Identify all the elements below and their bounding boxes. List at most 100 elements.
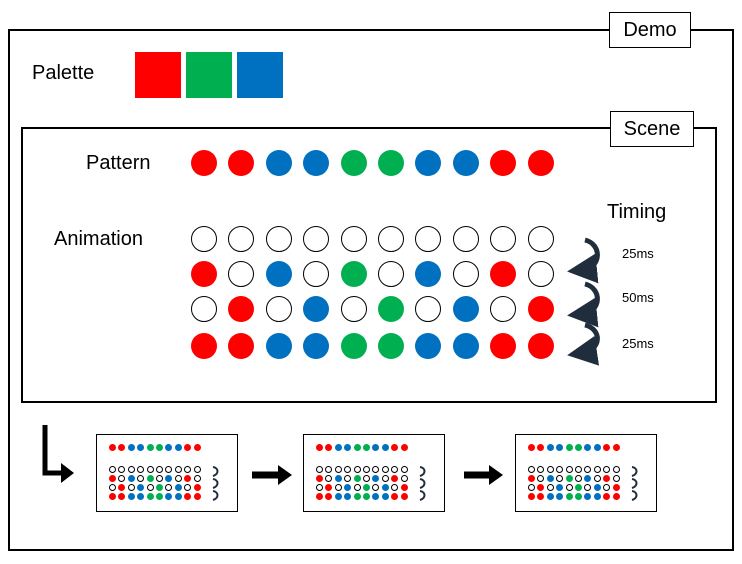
animation-dot: [340, 226, 367, 252]
thumbnail-animation-dot: [146, 475, 154, 482]
thumbnail-animation-dot: [174, 466, 182, 473]
thumbnail-animation-dot: [353, 475, 361, 482]
thumbnail-animation-dot: [109, 475, 116, 482]
thumbnail-pattern-dot: [556, 444, 564, 451]
pattern-dot: [378, 150, 404, 176]
thumbnail-pattern-dot: [146, 444, 154, 451]
thumbnail-pattern-dot: [381, 444, 389, 451]
thumbnail-animation-dot: [603, 475, 611, 482]
animation-dot: [340, 261, 367, 287]
thumbnail-animation-dot: [109, 466, 116, 473]
thumbnail-animation-dot: [316, 484, 323, 491]
thumbnail-animation-dot: [146, 466, 154, 473]
thumbnail-animation-dot: [584, 466, 592, 473]
thumbnail-animation-dot: [174, 484, 182, 491]
pattern-dot: [191, 150, 217, 176]
animation-dot: [228, 333, 255, 359]
thumbnail-pattern-dot: [584, 444, 592, 451]
pattern-dot: [452, 150, 479, 176]
thumbnail-animation-dot: [127, 493, 135, 500]
thumbnail-animation-dot: [372, 475, 380, 482]
demo-tag: Demo: [609, 12, 691, 48]
thumbnail-animation-dot: [546, 466, 554, 473]
thumbnail-pattern-dot: [184, 444, 192, 451]
animation-dot: [415, 226, 442, 252]
animation-dot: [378, 296, 404, 322]
thumbnail-pattern-dot: [316, 444, 323, 451]
thumbnail-animation-dot: [556, 475, 564, 482]
animation-dot: [228, 226, 255, 252]
loop-arrow-icon: [567, 237, 600, 284]
thumbnail-pattern-dot: [612, 444, 620, 451]
thumbnail-animation-dot: [334, 466, 342, 473]
thumbnail-animation-dot: [528, 493, 535, 500]
thumbnail-animation-dot: [372, 466, 380, 473]
animation-dot: [527, 261, 554, 287]
timing-step-2: 50ms: [622, 290, 654, 305]
thumbnail-animation-dot: [381, 493, 389, 500]
thumbnail-pattern-dot: [546, 444, 554, 451]
thumbnail-animation-dot: [316, 493, 323, 500]
thumbnail-animation-dot: [575, 493, 582, 500]
thumbnail-pattern-dot: [334, 444, 342, 451]
animation-dot: [265, 261, 292, 287]
thumbnail-animation-dot: [156, 466, 163, 473]
thumbnail-pattern-dot: [193, 444, 201, 451]
animation-dot: [191, 261, 217, 287]
animation-dot: [490, 333, 517, 359]
thumbnail-pattern-dot: [353, 444, 361, 451]
animation-dot: [303, 296, 330, 322]
thumbnail-animation-dot: [593, 466, 601, 473]
thumbnail-animation-dot: [165, 493, 173, 500]
thumbnail-animation-dot: [118, 475, 126, 482]
thumbnail-animation-dot: [316, 466, 323, 473]
scene-frame: [21, 127, 717, 403]
thumbnail-animation-dot: [156, 484, 163, 491]
animation-dot: [527, 226, 554, 252]
thumbnail-animation-dot: [400, 475, 408, 482]
thumbnail-animation-dot: [118, 466, 126, 473]
thumbnail-pattern-dot: [325, 444, 333, 451]
palette-swatch-red: [135, 52, 181, 98]
animation-dot: [340, 296, 367, 322]
thumbnail-pattern-dot: [109, 444, 116, 451]
thumbnail-animation-dot: [603, 484, 611, 491]
thumbnail-animation-dot: [400, 466, 408, 473]
animation-dot: [527, 296, 554, 322]
thumbnail-animation-dot: [381, 466, 389, 473]
animation-dot: [415, 296, 442, 322]
animation-dot: [228, 296, 255, 322]
animation-dot: [228, 261, 255, 287]
thumbnail-pattern-dot: [400, 444, 408, 451]
thumbnail-animation-dot: [575, 484, 582, 491]
thumbnail-animation-dot: [137, 493, 145, 500]
thumbnail-pattern-dot: [137, 444, 145, 451]
thumbnail-animation-dot: [391, 493, 399, 500]
thumbnail-pattern-dot: [118, 444, 126, 451]
thumbnail-animation-dot: [353, 466, 361, 473]
thumbnail-animation-dot: [565, 475, 573, 482]
thumbnail-pattern-dot: [528, 444, 535, 451]
animation-dot: [191, 333, 217, 359]
pattern-dot: [303, 150, 330, 176]
thumbnail-pattern-dot: [593, 444, 601, 451]
pattern-dot: [527, 150, 554, 176]
thumbnail-animation-dot: [146, 493, 154, 500]
thumbnail-animation-dot: [391, 484, 399, 491]
thumbnail-pattern-dot: [165, 444, 173, 451]
animation-dot: [490, 226, 517, 252]
thumbnail-animation-dot: [528, 475, 535, 482]
thumbnail-animation-dot: [156, 475, 163, 482]
animation-dot: [452, 226, 479, 252]
thumbnail-animation-dot: [546, 475, 554, 482]
animation-dot: [303, 261, 330, 287]
loop-arrow-icon: [567, 281, 600, 328]
right-arrow-icon: [252, 465, 292, 485]
loop-arrow-icon: [567, 322, 600, 366]
animation-dot: [490, 296, 517, 322]
thumbnail-animation-dot: [118, 484, 126, 491]
thumbnail-animation-dot: [127, 475, 135, 482]
thumbnail-animation-dot: [165, 484, 173, 491]
pattern-dot: [265, 150, 292, 176]
